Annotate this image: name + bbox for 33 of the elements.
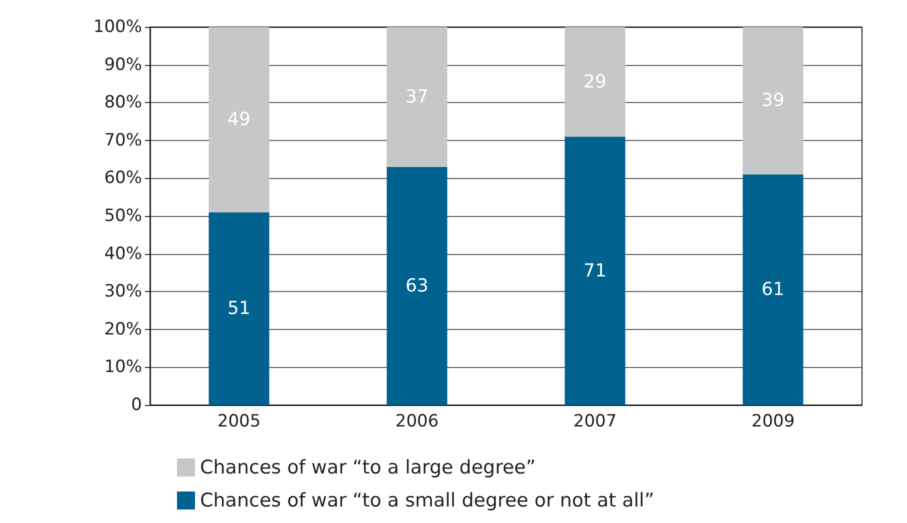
bar (742, 174, 804, 405)
data-label: 51 (228, 298, 250, 320)
legend-label: Chances of war “to a small degree or not at all” (200, 490, 654, 512)
y-tick-label: 60% (104, 168, 142, 188)
bar (564, 136, 626, 405)
data-label: 71 (584, 260, 606, 282)
legend-label: Chances of war “to a large degree” (200, 456, 536, 478)
y-tick-label: 50% (104, 206, 142, 226)
bar (742, 27, 804, 174)
y-tick-label: 70% (104, 130, 142, 150)
y-tick-label: 80% (104, 92, 142, 113)
bar (386, 166, 448, 405)
y-tick-label: 100% (93, 17, 142, 37)
data-label: 37 (406, 86, 428, 108)
y-tick-label: 30% (104, 282, 142, 302)
y-tick-label: 40% (104, 244, 142, 264)
bar (208, 27, 270, 212)
bar (564, 27, 626, 137)
data-label: 39 (762, 90, 784, 112)
y-tick-label: 10% (104, 357, 142, 378)
data-label: 29 (584, 71, 606, 92)
y-tick-label: 90% (104, 54, 142, 75)
data-label: 49 (228, 109, 250, 130)
x-tick-label: 2009 (751, 412, 795, 432)
x-tick-label: 2005 (217, 412, 261, 432)
bar (208, 212, 270, 405)
x-tick-label: 2006 (395, 412, 439, 432)
y-tick-label: 20% (104, 319, 142, 340)
y-tick-label: 0 (131, 395, 142, 415)
bar (386, 27, 448, 167)
data-label: 61 (762, 279, 784, 300)
data-label: 63 (406, 275, 428, 296)
x-tick-label: 2007 (573, 412, 617, 432)
